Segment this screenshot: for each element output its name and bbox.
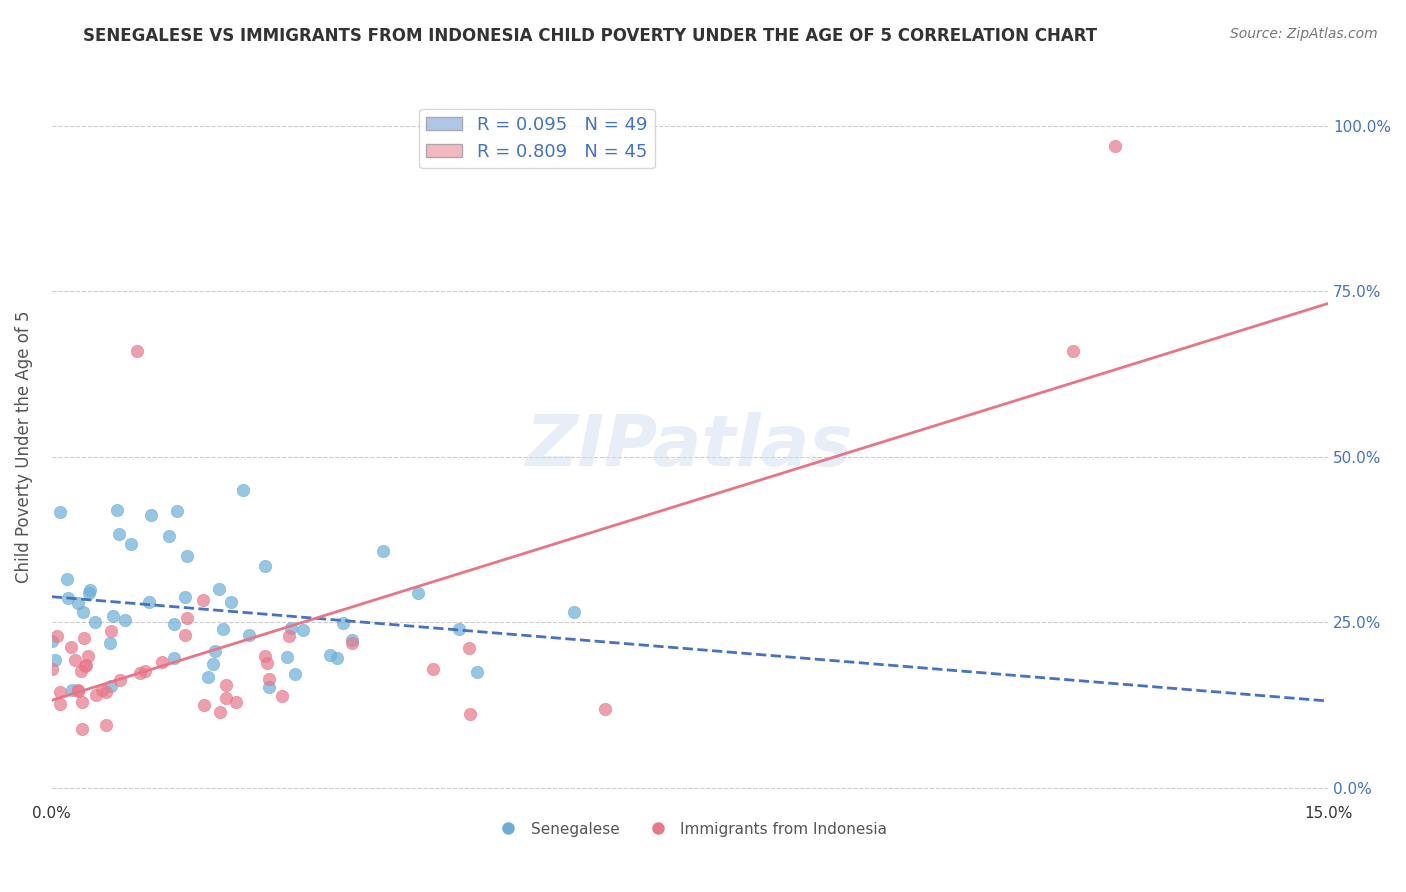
Point [101,608,124,623]
Point [100,679,122,693]
Point [193,698,215,712]
Point [209,705,232,719]
Point [114,613,136,627]
Point [125,343,148,358]
Point [332,615,354,630]
Point [208,582,231,597]
Point [56,572,79,586]
Point [163,617,186,632]
Point [65,653,87,667]
Point [458,706,481,721]
Point [44,653,66,667]
Point [257,672,280,686]
Point [67,684,90,698]
Point [134,664,156,678]
Point [256,657,278,671]
Point [77,648,100,663]
Point [447,622,470,636]
Point [593,702,616,716]
Point [326,651,349,665]
Point [59,640,82,655]
Point [254,648,277,663]
Point [60,682,83,697]
Point [319,648,342,662]
Point [138,595,160,609]
Point [163,650,186,665]
Point [86,688,108,702]
Point [259,680,281,694]
Point [1104,138,1126,153]
Point [70,723,93,737]
Point [105,502,128,516]
Point [197,670,219,684]
Point [107,527,129,541]
Point [191,592,214,607]
Point [91,682,114,697]
Point [276,650,298,665]
Point [129,665,152,680]
Point [238,628,260,642]
Point [176,611,198,625]
Point [232,483,254,497]
Point [465,665,488,679]
Point [94,685,117,699]
Point [215,678,238,692]
Point [67,682,90,697]
Point [204,644,226,658]
Point [100,636,122,650]
Point [79,583,101,598]
Point [84,615,107,630]
Point [41,634,63,648]
Point [291,623,314,637]
Point [173,590,195,604]
Point [70,695,93,709]
Point [49,504,72,518]
Point [422,662,444,676]
Point [157,529,180,543]
Point [562,605,585,619]
Y-axis label: Child Poverty Under the Age of 5: Child Poverty Under the Age of 5 [15,310,32,583]
Point [278,629,301,643]
Text: ZIPatlas: ZIPatlas [526,412,853,482]
Point [284,667,307,681]
Point [72,631,94,645]
Point [139,508,162,523]
Point [72,606,94,620]
Point [41,662,63,676]
Point [150,655,173,669]
Point [69,665,91,679]
Point [280,621,302,635]
Point [100,624,122,638]
Point [406,586,429,600]
Point [76,658,98,673]
Point [225,695,247,709]
Point [340,632,363,647]
Point [49,698,72,712]
Point [56,591,79,606]
Point [270,690,292,704]
Point [371,544,394,558]
Point [66,596,89,610]
Point [94,717,117,731]
Point [174,628,197,642]
Point [219,595,242,609]
Point [458,641,481,656]
Point [49,685,72,699]
Point [166,504,188,518]
Point [120,537,142,551]
Point [108,673,131,687]
Point [176,549,198,564]
Text: Source: ZipAtlas.com: Source: ZipAtlas.com [1230,27,1378,41]
Point [211,623,233,637]
Point [45,629,67,643]
Point [79,585,101,599]
Point [1062,343,1084,358]
Text: SENEGALESE VS IMMIGRANTS FROM INDONESIA CHILD POVERTY UNDER THE AGE OF 5 CORRELA: SENEGALESE VS IMMIGRANTS FROM INDONESIA … [83,27,1098,45]
Point [202,657,225,672]
Point [254,558,277,573]
Point [215,691,238,706]
Point [75,659,97,673]
Point [340,636,363,650]
Legend: Senegalese, Immigrants from Indonesia: Senegalese, Immigrants from Indonesia [486,815,894,843]
